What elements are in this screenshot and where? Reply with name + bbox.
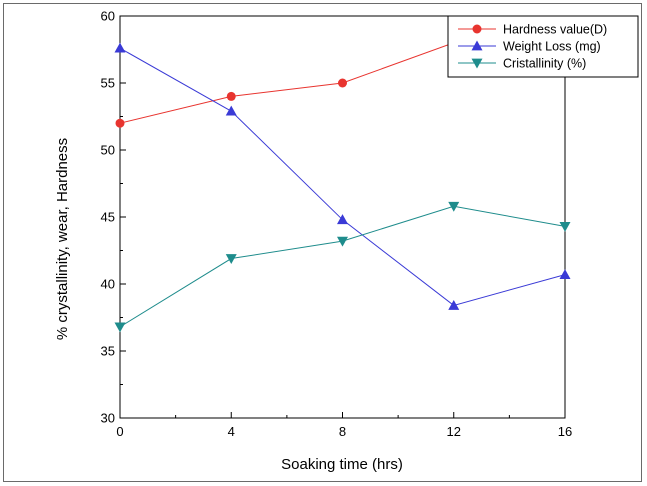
data-point	[225, 105, 237, 116]
legend-marker	[471, 58, 483, 69]
legend-marker	[472, 24, 482, 34]
tick-labels: 30 35 40 45 50 55 60 0 4 8 12 16	[101, 9, 573, 440]
data-point	[114, 42, 126, 53]
data-point	[226, 91, 236, 101]
data-point	[337, 214, 348, 225]
data-point	[115, 118, 125, 128]
y-tick-label: 50	[101, 143, 115, 158]
y-tick-label: 35	[101, 344, 115, 359]
data-point	[559, 269, 571, 280]
data-point	[225, 254, 237, 265]
data-point	[337, 236, 348, 247]
chart-frame	[3, 3, 642, 482]
y-axis-label: % crystallinity, wear, Hardness	[54, 138, 71, 340]
data-point	[559, 221, 571, 232]
x-tick-label: 0	[116, 424, 123, 439]
x-tick-label: 12	[447, 424, 461, 439]
x-tick-label: 8	[339, 424, 346, 439]
legend: Hardness value(D) Weight Loss (mg) Cristal…	[447, 15, 639, 78]
y-tick-label: 30	[101, 411, 115, 426]
y-tick-label: 45	[101, 210, 115, 225]
series-line	[119, 205, 566, 328]
x-tick-label: 4	[228, 424, 235, 439]
legend-entry: Weight Loss (mg)	[458, 40, 601, 54]
legend-entry: Hardness value(D)	[458, 23, 607, 37]
data-point	[448, 201, 460, 212]
legend-label: Weight Loss (mg)	[503, 40, 601, 54]
y-tick-label: 60	[101, 9, 115, 24]
data-point	[338, 78, 347, 88]
legend-label: Hardness value(D)	[503, 23, 607, 37]
series-group	[114, 38, 571, 333]
legend-entry: Cristallinity (%)	[458, 57, 586, 71]
data-point	[448, 299, 460, 310]
legend-label: Cristallinity (%)	[503, 57, 586, 71]
series-3	[114, 201, 571, 333]
y-tick-label: 55	[101, 76, 115, 91]
legend-marker	[471, 40, 483, 51]
series-2	[114, 42, 571, 310]
x-tick-label: 16	[558, 424, 572, 439]
x-axis-label: Soaking time (hrs)	[281, 456, 403, 473]
y-tick-label: 40	[101, 277, 115, 292]
data-point	[114, 322, 126, 333]
